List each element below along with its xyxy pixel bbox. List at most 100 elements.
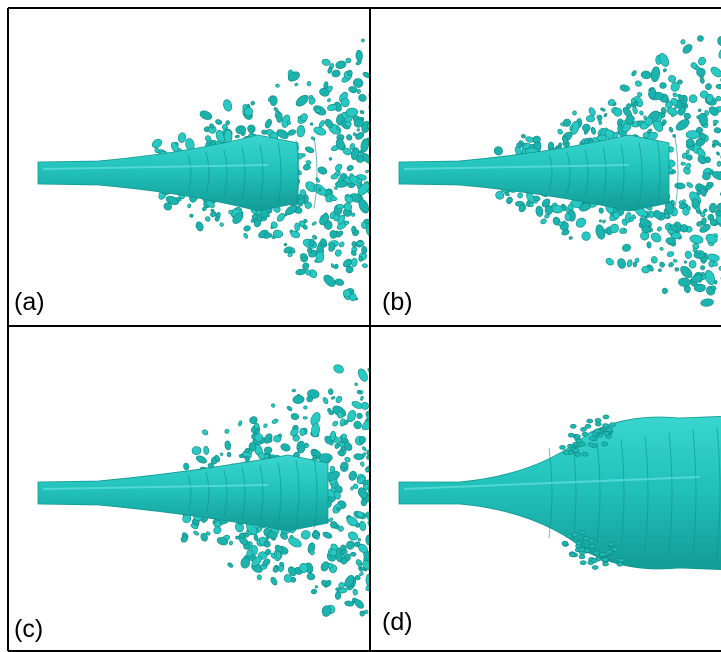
droplet <box>380 456 394 468</box>
droplet <box>667 251 675 258</box>
panel-label: (c) <box>14 615 43 643</box>
droplet <box>379 136 391 150</box>
droplet <box>659 261 666 268</box>
droplet <box>378 147 390 158</box>
droplet <box>375 117 382 124</box>
droplet <box>574 435 580 439</box>
droplet <box>385 265 392 272</box>
droplet <box>569 236 573 240</box>
droplet <box>199 109 213 121</box>
droplet <box>572 533 578 537</box>
droplet <box>295 269 306 276</box>
droplet <box>603 424 609 428</box>
droplet <box>383 247 389 253</box>
droplet <box>311 589 317 595</box>
droplet <box>383 357 391 367</box>
droplet <box>376 182 387 193</box>
droplet <box>284 243 288 247</box>
droplet <box>388 189 394 194</box>
droplet <box>365 170 369 174</box>
droplet <box>235 135 240 138</box>
droplet <box>382 27 391 38</box>
droplet <box>192 446 202 455</box>
droplet <box>377 57 393 69</box>
droplet <box>382 390 389 396</box>
droplet <box>331 174 339 180</box>
droplet <box>385 505 393 512</box>
droplet <box>292 389 296 392</box>
droplet <box>535 206 543 217</box>
droplet <box>299 428 305 436</box>
droplet <box>696 154 707 165</box>
droplet <box>619 84 630 93</box>
droplet <box>616 258 626 270</box>
droplet <box>360 396 364 401</box>
droplet <box>388 65 398 72</box>
droplet <box>586 115 595 122</box>
droplet <box>388 233 397 242</box>
droplet <box>363 480 369 484</box>
droplet <box>378 250 383 255</box>
droplet <box>315 535 318 538</box>
droplet <box>379 241 383 245</box>
droplet <box>321 58 331 66</box>
panel-label: (d) <box>382 608 413 636</box>
droplet <box>204 216 211 223</box>
droplet <box>380 470 388 479</box>
droplet <box>229 210 233 214</box>
droplet <box>684 113 691 119</box>
droplet <box>215 119 223 125</box>
droplet <box>388 204 401 220</box>
droplet <box>332 363 345 375</box>
droplet <box>393 81 403 88</box>
droplet <box>307 248 312 253</box>
droplet <box>351 258 358 267</box>
droplet <box>311 221 316 226</box>
droplet <box>271 418 278 424</box>
droplet <box>362 446 367 451</box>
page: (a) (b) (c) (d) (() => { const data = JS… <box>0 0 721 652</box>
droplet <box>573 449 579 453</box>
droplet <box>322 397 329 405</box>
droplet <box>229 541 233 546</box>
droplet <box>294 83 298 87</box>
droplet <box>716 84 721 89</box>
droplet <box>355 60 362 66</box>
droplet <box>700 265 705 270</box>
droplet <box>602 558 608 562</box>
droplet <box>297 125 306 137</box>
droplet <box>393 443 397 447</box>
droplet <box>599 219 602 222</box>
droplet <box>390 158 397 165</box>
droplet <box>589 436 595 440</box>
droplet <box>678 278 690 287</box>
droplet <box>356 412 364 419</box>
droplet <box>700 298 714 307</box>
droplet <box>608 542 614 546</box>
droplet <box>375 154 386 164</box>
droplet <box>352 420 363 431</box>
droplet <box>315 585 318 588</box>
droplet <box>328 389 333 395</box>
droplet <box>371 434 379 442</box>
droplet <box>389 111 397 119</box>
droplet <box>322 531 333 540</box>
droplet <box>276 212 287 223</box>
droplet <box>557 128 564 135</box>
droplet <box>264 118 273 129</box>
droplet <box>300 253 307 258</box>
droplet <box>263 423 268 428</box>
droplet <box>382 51 388 56</box>
droplet <box>358 256 363 262</box>
droplet <box>227 562 234 569</box>
droplet <box>650 256 657 264</box>
droplet <box>360 401 370 410</box>
droplet <box>373 219 383 232</box>
droplet <box>582 452 588 456</box>
droplet <box>589 539 595 543</box>
droplet <box>346 164 354 172</box>
droplet <box>570 424 576 428</box>
droplet <box>576 541 582 545</box>
droplet <box>572 110 577 115</box>
droplet <box>641 71 652 80</box>
